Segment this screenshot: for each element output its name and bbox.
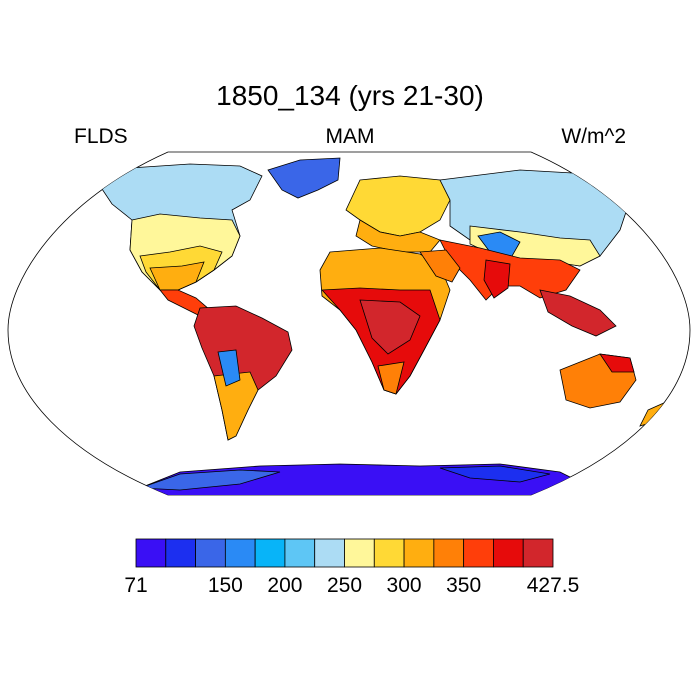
colorbar-tick-label: 300 [386, 574, 422, 597]
colorbar-tick-label: 200 [267, 574, 303, 597]
plot-title: 1850_134 (yrs 21-30) [216, 80, 484, 111]
colorbar-tick-label: 350 [446, 574, 482, 597]
colorbar-tick-label: 427.5 [526, 574, 580, 597]
colorbar-swatch [314, 538, 345, 568]
colorbar-swatch [135, 538, 167, 568]
colorbar-swatch [403, 538, 435, 568]
greenland [267, 157, 341, 199]
colorbar-swatch [195, 538, 226, 568]
colorbar-tick-label: 71 [124, 574, 148, 597]
colorbar-swatch [344, 538, 375, 568]
colorbar-swatch [165, 538, 196, 568]
colorbar-swatch [254, 538, 286, 568]
colorbar-swatch [463, 538, 494, 568]
colorbar-swatch [493, 538, 524, 568]
colorbar-tick-label: 150 [207, 574, 243, 597]
units-label: W/m^2 [561, 125, 626, 148]
world-map [7, 151, 691, 496]
colorbar-swatch [224, 538, 256, 568]
variable-label: FLDS [74, 125, 128, 148]
colorbar-swatch [433, 538, 465, 568]
colorbar-swatch [284, 538, 316, 568]
colorbar-swatch [373, 538, 405, 568]
season-label: MAM [325, 125, 375, 148]
colorbar [135, 538, 554, 568]
colorbar-tick-label: 250 [326, 574, 363, 597]
colorbar-swatch [522, 538, 554, 568]
